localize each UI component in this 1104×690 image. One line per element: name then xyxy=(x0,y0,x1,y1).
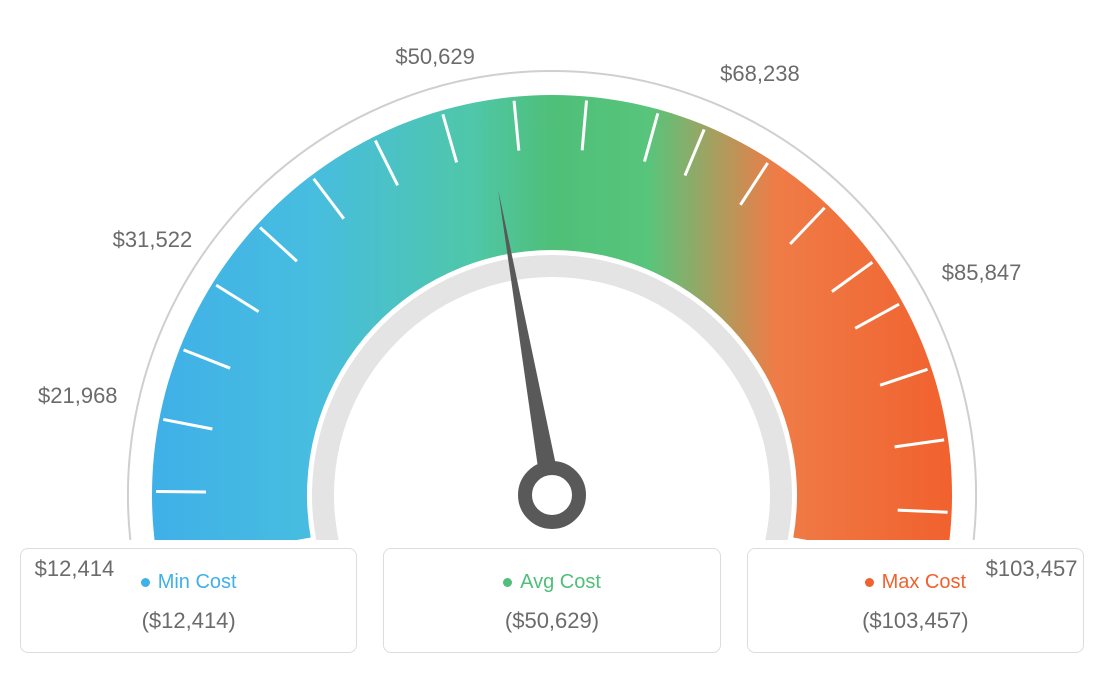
gauge-tick-label: $50,629 xyxy=(395,44,475,70)
gauge-tick-label: $85,847 xyxy=(942,260,1022,286)
legend-title-text: Avg Cost xyxy=(520,571,601,594)
legend-title-text: Max Cost xyxy=(882,571,966,594)
dot-icon xyxy=(503,578,512,587)
legend-title-min: Min Cost xyxy=(141,571,237,594)
gauge-tick-label: $103,457 xyxy=(986,556,1078,582)
dot-icon xyxy=(865,578,874,587)
legend-title-max: Max Cost xyxy=(865,571,966,594)
legend-row: Min Cost ($12,414) Avg Cost ($50,629) Ma… xyxy=(20,548,1084,653)
legend-card-avg: Avg Cost ($50,629) xyxy=(383,548,720,653)
gauge-tick-label: $68,238 xyxy=(720,61,800,87)
gauge-tick-label: $21,968 xyxy=(38,383,118,409)
legend-value-min: ($12,414) xyxy=(31,608,346,634)
dot-icon xyxy=(141,578,150,587)
legend-value-avg: ($50,629) xyxy=(394,608,709,634)
legend-title-avg: Avg Cost xyxy=(503,571,601,594)
gauge-svg xyxy=(20,20,1084,540)
cost-gauge: $12,414$21,968$31,522$50,629$68,238$85,8… xyxy=(20,20,1084,540)
legend-value-max: ($103,457) xyxy=(758,608,1073,634)
gauge-tick-label: $31,522 xyxy=(113,227,193,253)
legend-title-text: Min Cost xyxy=(158,571,237,594)
gauge-tick-label: $12,414 xyxy=(35,556,115,582)
